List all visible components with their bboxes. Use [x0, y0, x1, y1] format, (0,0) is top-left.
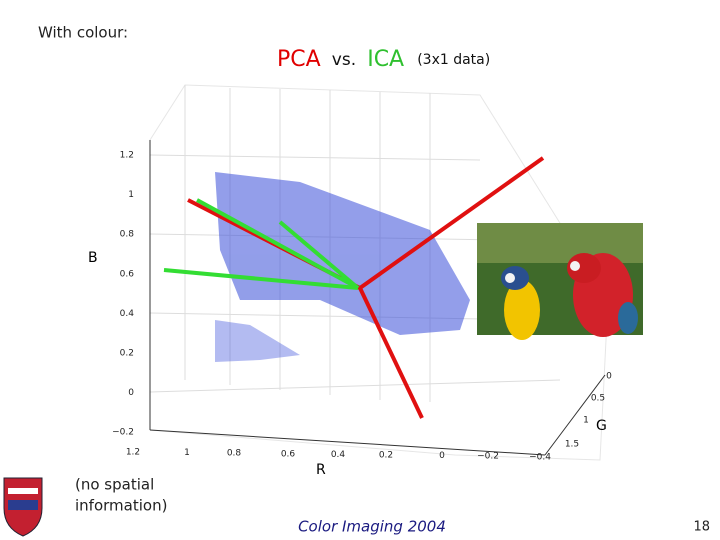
r-axis-label: R [316, 462, 326, 478]
g-axis-label: G [596, 418, 607, 434]
parrot-photo [477, 223, 643, 340]
title-vs: vs. [332, 50, 356, 70]
title-pca: PCA [277, 47, 321, 72]
b-tick-label: 0 [128, 388, 134, 398]
caption-line: (no spatial [75, 476, 154, 494]
r-tick-label: 1 [184, 448, 190, 458]
r-tick-label: 0 [439, 451, 445, 461]
slide-title: PCA vs. ICA (3x1 data) [277, 47, 490, 72]
r-tick-label: −0.4 [529, 452, 551, 462]
r-tick-label: 0.6 [281, 449, 296, 459]
r-tick-label: 0.4 [331, 450, 346, 460]
g-tick-label: 1 [583, 416, 589, 426]
b-tick-label: 0.8 [120, 230, 135, 240]
r-tick-label: 0.8 [227, 449, 242, 459]
caption-line: information) [75, 497, 167, 515]
ica-lines [163, 198, 360, 290]
b-tick-label: −0.2 [112, 428, 134, 438]
footer-text: Color Imaging 2004 [298, 518, 446, 536]
r-tick-label: 1.2 [126, 448, 140, 458]
b-tick-label: 0.4 [120, 309, 135, 319]
b-tick-label: 1 [128, 190, 134, 200]
b-tick-label: 1.2 [120, 151, 134, 161]
b-tick-label: 0.6 [120, 269, 135, 279]
g-tick-label: 0 [606, 372, 612, 382]
title-detail: (3x1 data) [417, 52, 490, 68]
g-tick-label: 1.5 [565, 440, 579, 450]
title-ica: ICA [367, 47, 404, 72]
scatter-cloud [215, 172, 470, 362]
logo [3, 477, 43, 537]
note: With colour: [38, 24, 128, 42]
page-number: 18 [693, 520, 710, 535]
r-tick-label: 0.2 [379, 451, 393, 461]
b-axis-label: B [88, 250, 98, 266]
g-tick-label: 0.5 [591, 394, 605, 404]
b-tick-label: 0.2 [120, 349, 134, 359]
r-tick-label: −0.2 [477, 452, 499, 462]
